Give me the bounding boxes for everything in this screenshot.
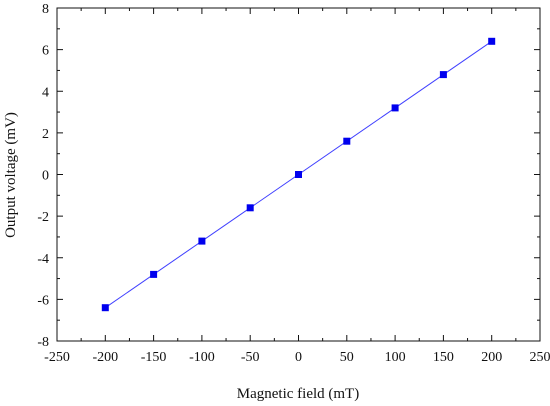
y-tick-label: -8 xyxy=(37,335,49,350)
x-tick-label: 0 xyxy=(295,350,302,365)
x-tick-label: -250 xyxy=(44,350,70,365)
data-point xyxy=(488,37,496,45)
data-point xyxy=(439,71,447,79)
x-tick-label: 200 xyxy=(481,350,502,365)
y-tick-label: 6 xyxy=(42,44,49,59)
x-tick-label: -50 xyxy=(241,350,260,365)
y-tick-label: -6 xyxy=(37,293,49,308)
y-axis-title: Output voltage (mV) xyxy=(3,112,19,238)
data-point xyxy=(198,237,206,245)
x-tick-label: 250 xyxy=(530,350,550,365)
data-points xyxy=(101,37,496,312)
data-point xyxy=(343,137,351,145)
x-tick-label: 100 xyxy=(385,350,406,365)
data-point xyxy=(101,304,109,312)
x-axis-title: Magnetic field (mT) xyxy=(237,386,359,402)
y-tick-label: 0 xyxy=(42,169,49,184)
y-tick-label: 4 xyxy=(42,85,49,100)
data-point xyxy=(246,204,254,212)
y-tick-label: 8 xyxy=(42,2,49,17)
x-tick-label: -100 xyxy=(189,350,215,365)
data-point xyxy=(150,270,158,278)
data-point xyxy=(295,171,302,178)
y-tick-label: -2 xyxy=(37,210,49,225)
x-tick-label: -150 xyxy=(141,350,167,365)
ticks: -250 -200 -150 -100 -50 0 50 100 150 200 250 -8 -6 -4… xyxy=(37,2,550,365)
x-tick-label: 150 xyxy=(433,350,454,365)
y-tick-label: 2 xyxy=(42,127,49,142)
y-tick-label: -4 xyxy=(37,252,49,267)
data-point xyxy=(391,104,399,112)
x-tick-label: -200 xyxy=(92,350,118,365)
x-tick-label: 50 xyxy=(340,350,354,365)
